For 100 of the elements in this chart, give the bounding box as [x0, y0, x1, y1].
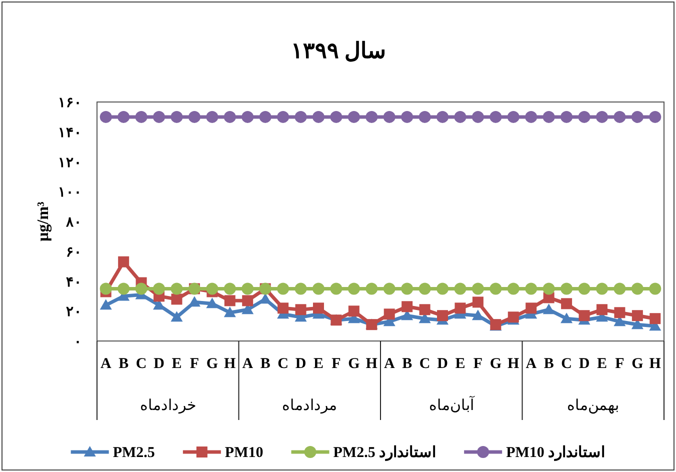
point [560, 312, 573, 324]
x-tick-label: E [455, 356, 466, 372]
point [366, 282, 378, 295]
point [100, 282, 112, 295]
point [170, 110, 183, 123]
point [525, 282, 538, 295]
point [490, 282, 502, 295]
point [649, 110, 662, 123]
y-tick-label: ۱۰۰ [58, 186, 82, 201]
x-tick-label: H [366, 356, 378, 372]
point [402, 301, 413, 312]
point [454, 110, 466, 123]
point [170, 282, 183, 295]
y-tick-label: ۱۶۰ [58, 96, 82, 111]
chart-title: سال ۱۳۹۹ [290, 38, 386, 63]
point [454, 282, 466, 295]
point [526, 302, 537, 314]
point [100, 299, 112, 310]
point [348, 306, 360, 317]
y-axis-title: μg/m³ [35, 201, 52, 242]
text: خردادماه [140, 398, 196, 414]
point [277, 110, 290, 123]
point [650, 313, 661, 324]
point [631, 110, 644, 123]
point [118, 256, 130, 268]
y-tick-label: ۱۲۰ [58, 156, 82, 171]
y-tick-label: ۴۰ [66, 275, 82, 290]
point [294, 110, 307, 123]
x-tick-label: F [332, 356, 341, 372]
x-tick-label: C [561, 356, 572, 372]
x-tick-label: G [206, 356, 218, 372]
point [206, 110, 218, 123]
point [419, 304, 430, 316]
point [525, 110, 538, 123]
point [560, 110, 573, 123]
point [614, 307, 626, 318]
point [206, 298, 218, 308]
y-tick-label: ۱۴۰ [58, 126, 82, 141]
point [436, 110, 449, 123]
y-tick-label: ۲۰ [66, 305, 82, 320]
point [312, 110, 324, 123]
point [472, 296, 484, 308]
point [596, 282, 608, 295]
point [507, 282, 520, 295]
x-tick-label: D [437, 356, 448, 372]
point [171, 294, 182, 305]
x-tick-label: E [596, 356, 607, 372]
x-tick-label: C [136, 356, 147, 372]
point [242, 282, 254, 295]
point [348, 110, 360, 123]
point [135, 110, 148, 123]
x-tick-label: F [190, 356, 200, 372]
x-tick-label: G [632, 356, 644, 372]
point [472, 110, 484, 123]
point [614, 282, 626, 295]
point [632, 310, 643, 322]
x-tick-label: E [313, 356, 324, 372]
point [383, 282, 396, 295]
y-tick-label: ۰ [74, 335, 82, 350]
point [454, 302, 466, 314]
point [472, 282, 484, 295]
x-tick-label: F [473, 356, 483, 372]
point [206, 282, 218, 295]
point [135, 282, 148, 295]
x-tick-label: H [649, 356, 662, 372]
x-tick-label: A [526, 356, 537, 372]
point [170, 311, 183, 322]
x-tick-label: G [490, 356, 502, 372]
point [383, 110, 396, 123]
point [153, 110, 166, 123]
point [561, 298, 572, 310]
point [614, 110, 626, 123]
point [277, 282, 290, 295]
point [224, 295, 236, 306]
x-tick-label: C [419, 356, 430, 372]
point [578, 310, 590, 322]
point [384, 308, 395, 320]
point [542, 304, 555, 314]
point [560, 282, 573, 295]
x-tick-label: A [242, 356, 254, 372]
point [542, 282, 555, 295]
x-tick-label: D [154, 356, 165, 372]
legend-label: استاندارد PM10 [506, 445, 606, 461]
text: بهمن‌ماه [567, 398, 620, 414]
point [188, 110, 200, 123]
point [312, 302, 324, 314]
point [224, 110, 236, 123]
text: آبان‌ماه [428, 396, 475, 414]
point [490, 110, 502, 123]
text: مردادماه [282, 398, 338, 414]
point [278, 302, 289, 314]
point [649, 282, 662, 295]
point [348, 282, 360, 295]
legend-label: PM10 [224, 445, 264, 461]
point [401, 110, 414, 123]
point [596, 304, 608, 316]
point [366, 110, 378, 123]
x-tick-label: B [544, 356, 554, 372]
point [436, 282, 449, 295]
point [100, 110, 112, 123]
